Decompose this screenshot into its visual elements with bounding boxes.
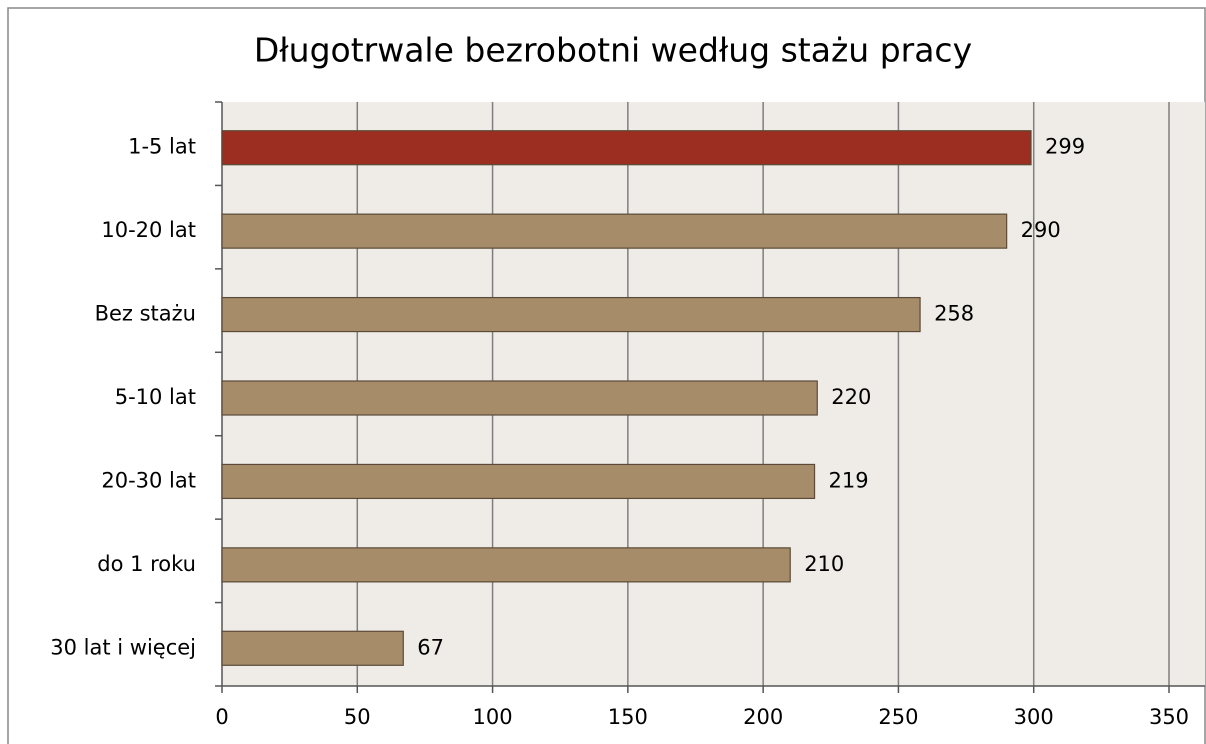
x-tick-label: 200 xyxy=(743,705,783,729)
data-label: 219 xyxy=(829,468,869,492)
data-label: 299 xyxy=(1045,135,1085,159)
bar xyxy=(221,463,816,500)
y-tick-label: 10-20 lat xyxy=(101,218,196,242)
y-tick-label: 1-5 lat xyxy=(128,135,196,159)
y-tick-label: 20-30 lat xyxy=(101,468,196,492)
bar xyxy=(221,380,818,416)
x-tick-label: 150 xyxy=(608,705,648,729)
y-tick-label: 30 lat i więcej xyxy=(50,635,196,659)
bar xyxy=(221,213,1008,249)
data-label: 290 xyxy=(1021,218,1061,242)
x-tick-label: 0 xyxy=(215,705,228,729)
bar xyxy=(221,630,404,666)
bar xyxy=(221,296,921,333)
data-label: 220 xyxy=(831,385,871,409)
y-tick-label: 5-10 lat xyxy=(115,385,196,409)
data-label: 210 xyxy=(804,552,844,576)
bar xyxy=(221,547,791,583)
y-tick-label: Bez stażu xyxy=(95,302,196,326)
x-tick-label: 50 xyxy=(344,705,371,729)
data-label: 67 xyxy=(417,635,444,659)
x-tick-label: 100 xyxy=(473,705,513,729)
x-tick-label: 300 xyxy=(1014,705,1054,729)
bar xyxy=(221,130,1032,166)
data-label: 258 xyxy=(934,302,974,326)
x-tick-label: 350 xyxy=(1149,705,1189,729)
x-tick-label: 250 xyxy=(878,705,918,729)
chart-title: Długotrwale bezrobotni według stażu prac… xyxy=(254,31,972,70)
y-tick-label: do 1 roku xyxy=(97,552,196,576)
